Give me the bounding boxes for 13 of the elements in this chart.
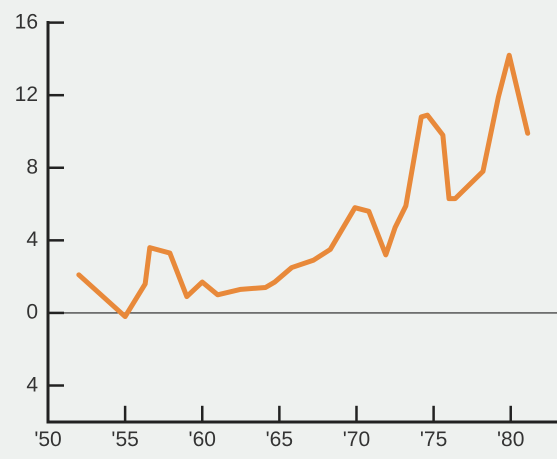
x-tick-label: '75 bbox=[420, 428, 448, 452]
y-tick-label: 16 bbox=[14, 10, 38, 34]
x-tick-label: '65 bbox=[266, 428, 294, 452]
x-tick-label: '50 bbox=[34, 428, 62, 452]
y-tick-label: 8 bbox=[26, 156, 38, 179]
y-tick-label: 4 bbox=[26, 373, 38, 396]
x-tick-label: '80 bbox=[497, 428, 524, 452]
x-tick-label: '70 bbox=[342, 428, 370, 452]
x-tick-label: '60 bbox=[188, 428, 216, 452]
y-tick-label: 0 bbox=[26, 300, 38, 324]
y-tick-label: 12 bbox=[14, 82, 38, 106]
y-tick-label: 4 bbox=[26, 228, 38, 252]
x-tick-label: '55 bbox=[111, 428, 139, 452]
